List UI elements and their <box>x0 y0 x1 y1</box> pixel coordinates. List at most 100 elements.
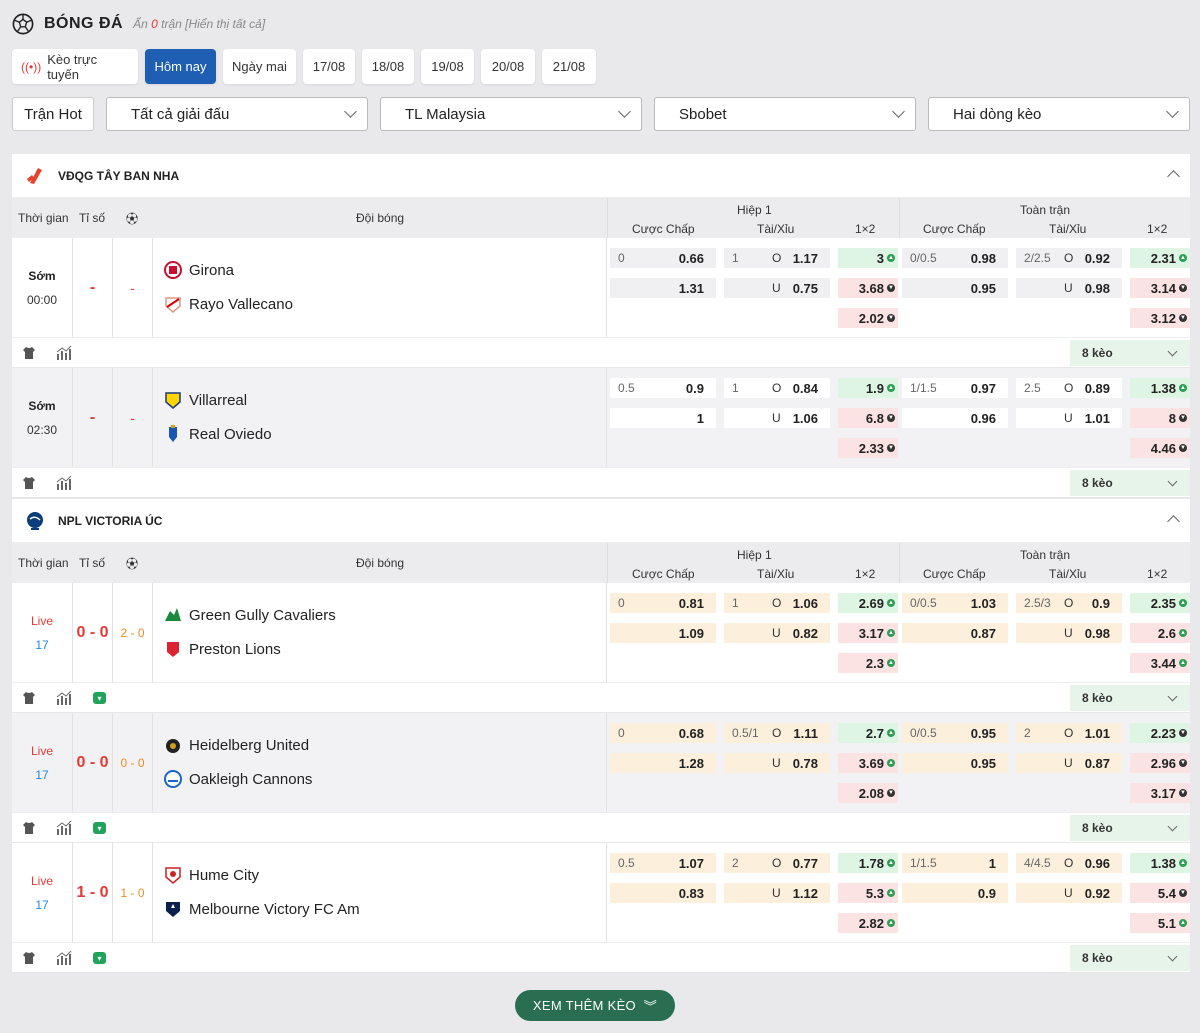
tab-date[interactable]: 20/08 <box>481 49 535 84</box>
tab-date[interactable]: 18/08 <box>362 49 414 84</box>
under-cell[interactable]: U 0.92 <box>1016 883 1122 903</box>
over-cell[interactable]: 0.5/1 O 1.11 <box>724 723 830 743</box>
x12-cell[interactable]: 2.02 ▼ <box>838 308 898 328</box>
tab-today[interactable]: Hôm nay <box>145 49 216 84</box>
lineup-shirt-icon[interactable] <box>22 821 36 835</box>
handicap-away-cell[interactable]: 0.95 <box>902 753 1008 773</box>
handicap-away-cell[interactable]: 0.83 <box>610 883 716 903</box>
handicap-away-cell[interactable]: 0.95 <box>902 278 1008 298</box>
x12-cell[interactable]: 5.1 ▲ <box>1130 913 1190 933</box>
x12-cell[interactable]: 1.9 ▲ <box>838 378 898 398</box>
handicap-away-cell[interactable]: 1 <box>610 408 716 428</box>
statistics-icon[interactable] <box>56 821 72 835</box>
tab-date[interactable]: 17/08 <box>303 49 355 84</box>
tab-date[interactable]: 21/08 <box>542 49 596 84</box>
more-odds-toggle[interactable]: 8 kèo <box>1070 340 1190 366</box>
over-cell[interactable]: 1 O 1.17 <box>724 248 830 268</box>
tab-date[interactable]: 19/08 <box>421 49 474 84</box>
under-cell[interactable]: U 0.82 <box>724 623 830 643</box>
x12-cell[interactable]: 5.4 ▼ <box>1130 883 1190 903</box>
x12-cell[interactable]: 3.17 ▼ <box>1130 783 1190 803</box>
match-row[interactable]: Live 17 0 - 0 0 - 0 Heidelberg United Oa… <box>12 713 1190 813</box>
away-team[interactable]: Real Oviedo <box>163 424 272 444</box>
x12-cell[interactable]: 3.12 ▼ <box>1130 308 1190 328</box>
handicap-home-cell[interactable]: 0.5 0.9 <box>610 378 716 398</box>
handicap-away-cell[interactable]: 1.09 <box>610 623 716 643</box>
live-stream-icon[interactable]: ▾ <box>93 952 106 964</box>
under-cell[interactable]: U 1.06 <box>724 408 830 428</box>
x12-cell[interactable]: 2.69 ▲ <box>838 593 898 613</box>
match-row[interactable]: Live 17 1 - 0 1 - 0 Hume City Melbourne … <box>12 843 1190 943</box>
away-team[interactable]: Oakleigh Cannons <box>163 769 312 789</box>
x12-cell[interactable]: 2.23 ▼ <box>1130 723 1190 743</box>
handicap-home-cell[interactable]: 0/0.5 0.98 <box>902 248 1008 268</box>
lineup-shirt-icon[interactable] <box>22 691 36 705</box>
handicap-home-cell[interactable]: 0 0.81 <box>610 593 716 613</box>
tab-tomorrow[interactable]: Ngày mai <box>223 49 296 84</box>
handicap-home-cell[interactable]: 0/0.5 0.95 <box>902 723 1008 743</box>
league-select[interactable]: Tất cả giải đấu <box>106 97 368 131</box>
x12-cell[interactable]: 5.3 ▲ <box>838 883 898 903</box>
hot-matches-button[interactable]: Trận Hot <box>12 97 94 131</box>
x12-cell[interactable]: 6.8 ▼ <box>838 408 898 428</box>
x12-cell[interactable]: 3 ▲ <box>838 248 898 268</box>
handicap-home-cell[interactable]: 0.5 1.07 <box>610 853 716 873</box>
handicap-home-cell[interactable]: 0 0.66 <box>610 248 716 268</box>
handicap-away-cell[interactable]: 1.28 <box>610 753 716 773</box>
x12-cell[interactable]: 2.35 ▲ <box>1130 593 1190 613</box>
x12-cell[interactable]: 3.69 ▲ <box>838 753 898 773</box>
more-odds-toggle[interactable]: 8 kèo <box>1070 945 1190 971</box>
x12-cell[interactable]: 2.82 ▲ <box>838 913 898 933</box>
over-cell[interactable]: 1 O 1.06 <box>724 593 830 613</box>
away-team[interactable]: Melbourne Victory FC Am <box>163 899 360 919</box>
tab-live-odds[interactable]: ((•)) Kèo trực tuyến <box>12 49 138 84</box>
statistics-icon[interactable] <box>56 951 72 965</box>
more-odds-toggle[interactable]: 8 kèo <box>1070 815 1190 841</box>
home-team[interactable]: Green Gully Cavaliers <box>163 605 336 625</box>
x12-cell[interactable]: 8 ▼ <box>1130 408 1190 428</box>
x12-cell[interactable]: 2.08 ▼ <box>838 783 898 803</box>
more-odds-toggle[interactable]: 8 kèo <box>1070 685 1190 711</box>
over-cell[interactable]: 4/4.5 O 0.96 <box>1016 853 1122 873</box>
home-team[interactable]: Hume City <box>163 865 259 885</box>
home-team[interactable]: Heidelberg United <box>163 735 309 755</box>
handicap-away-cell[interactable]: 0.87 <box>902 623 1008 643</box>
x12-cell[interactable]: 2.3 ▲ <box>838 653 898 673</box>
under-cell[interactable]: U 1.12 <box>724 883 830 903</box>
lineup-shirt-icon[interactable] <box>22 346 36 360</box>
handicap-home-cell[interactable]: 0 0.68 <box>610 723 716 743</box>
x12-cell[interactable]: 3.68 ▼ <box>838 278 898 298</box>
over-cell[interactable]: 2.5 O 0.89 <box>1016 378 1122 398</box>
under-cell[interactable]: U 1.01 <box>1016 408 1122 428</box>
away-team[interactable]: Rayo Vallecano <box>163 294 293 314</box>
statistics-icon[interactable] <box>56 476 72 490</box>
league-header[interactable]: NPL VICTORIA ÚC <box>12 499 1190 543</box>
live-stream-icon[interactable]: ▾ <box>93 822 106 834</box>
handicap-away-cell[interactable]: 0.9 <box>902 883 1008 903</box>
x12-cell[interactable]: 1.38 ▲ <box>1130 853 1190 873</box>
away-team[interactable]: Preston Lions <box>163 639 281 659</box>
lines-select[interactable]: Hai dòng kèo <box>928 97 1190 131</box>
bookmaker-select[interactable]: Sbobet <box>654 97 916 131</box>
x12-cell[interactable]: 3.14 ▼ <box>1130 278 1190 298</box>
lineup-shirt-icon[interactable] <box>22 951 36 965</box>
handicap-home-cell[interactable]: 1/1.5 0.97 <box>902 378 1008 398</box>
home-team[interactable]: Girona <box>163 260 234 280</box>
handicap-away-cell[interactable]: 0.96 <box>902 408 1008 428</box>
x12-cell[interactable]: 3.44 ▲ <box>1130 653 1190 673</box>
over-cell[interactable]: 2 O 1.01 <box>1016 723 1122 743</box>
statistics-icon[interactable] <box>56 346 72 360</box>
x12-cell[interactable]: 1.38 ▲ <box>1130 378 1190 398</box>
match-row[interactable]: Sớm 00:00 - - Girona Rayo Vallecano 0 0.6… <box>12 238 1190 338</box>
under-cell[interactable]: U 0.98 <box>1016 623 1122 643</box>
under-cell[interactable]: U 0.98 <box>1016 278 1122 298</box>
more-odds-toggle[interactable]: 8 kèo <box>1070 470 1190 496</box>
statistics-icon[interactable] <box>56 691 72 705</box>
league-header[interactable]: VĐQG TÂY BAN NHA <box>12 154 1190 198</box>
lineup-shirt-icon[interactable] <box>22 476 36 490</box>
hidden-matches-link[interactable]: Ẩn 0 trận [Hiển thị tất cả] <box>133 17 265 31</box>
chevron-up-icon[interactable] <box>1167 170 1180 183</box>
see-more-odds-button[interactable]: XEM THÊM KÈO ︾ <box>515 990 675 1021</box>
live-stream-icon[interactable]: ▾ <box>93 692 106 704</box>
under-cell[interactable]: U 0.75 <box>724 278 830 298</box>
